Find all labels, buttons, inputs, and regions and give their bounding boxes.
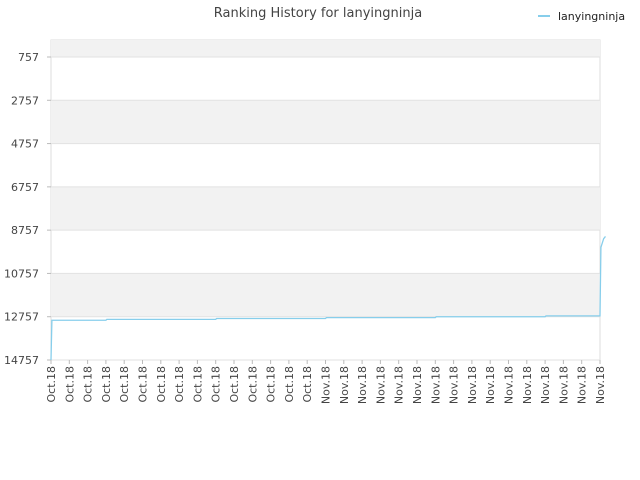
x-tick-label: Nov.18 bbox=[594, 366, 607, 404]
x-tick-label: Oct.18 bbox=[228, 366, 241, 403]
y-tick-label: 4757 bbox=[11, 138, 39, 151]
y-tick-label: 12757 bbox=[4, 311, 39, 324]
x-tick-label: Oct.18 bbox=[45, 366, 58, 403]
x-axis: Oct.18 Oct.18 Oct.18 Oct.18 Oct.18 Oct.18 Oct.… bbox=[45, 360, 607, 404]
x-tick-label: Oct.18 bbox=[246, 366, 259, 403]
x-tick-label: Oct.18 bbox=[137, 366, 150, 403]
x-tick-label: Oct.18 bbox=[173, 366, 186, 403]
x-tick-label: Nov.18 bbox=[338, 366, 351, 404]
x-tick-label: Oct.18 bbox=[118, 366, 131, 403]
x-tick-label: Nov.18 bbox=[356, 366, 369, 404]
plot-band bbox=[51, 100, 600, 144]
plot-band bbox=[51, 40, 600, 57]
series-line bbox=[50, 236, 606, 361]
x-tick-label: Oct.18 bbox=[265, 366, 278, 403]
y-tick-label: 10757 bbox=[4, 267, 39, 280]
y-tick-label: 2757 bbox=[11, 94, 39, 107]
y-tick-label: 8757 bbox=[11, 224, 39, 237]
x-tick-label: Nov.18 bbox=[374, 366, 387, 404]
x-tick-label: Nov.18 bbox=[393, 366, 406, 404]
x-tick-label: Oct.18 bbox=[191, 366, 204, 403]
plot-bands bbox=[50, 39, 601, 361]
x-tick-label: Oct.18 bbox=[210, 366, 223, 403]
x-tick-label: Nov.18 bbox=[503, 366, 516, 404]
y-tick-label: 14757 bbox=[4, 354, 39, 367]
plot-band bbox=[51, 273, 600, 317]
x-tick-label: Oct.18 bbox=[155, 366, 168, 403]
x-tick-label: Nov.18 bbox=[557, 366, 570, 404]
x-tick-label: Nov.18 bbox=[320, 366, 333, 404]
x-tick-label: Nov.18 bbox=[521, 366, 534, 404]
plot-band bbox=[51, 186, 600, 231]
x-tick-label: Oct.18 bbox=[82, 366, 95, 403]
y-tick-label: 6757 bbox=[11, 181, 39, 194]
x-tick-label: Nov.18 bbox=[466, 366, 479, 404]
x-tick-label: Oct.18 bbox=[100, 366, 113, 403]
y-tick-label: 757 bbox=[18, 51, 39, 64]
x-tick-label: Oct.18 bbox=[283, 366, 296, 403]
legend: lanyingninja bbox=[538, 10, 625, 23]
x-tick-label: Nov.18 bbox=[484, 366, 497, 404]
x-tick-label: Nov.18 bbox=[411, 366, 424, 404]
legend-label: lanyingninja bbox=[558, 10, 625, 23]
x-tick-label: Nov.18 bbox=[539, 366, 552, 404]
x-tick-label: Oct.18 bbox=[301, 366, 314, 403]
x-tick-label: Nov.18 bbox=[448, 366, 461, 404]
x-tick-label: Nov.18 bbox=[576, 366, 589, 404]
x-tick-label: Nov.18 bbox=[429, 366, 442, 404]
y-axis: 757 2757 4757 6757 8757 10757 12757 14757 bbox=[4, 51, 51, 367]
series-layer bbox=[50, 236, 606, 361]
x-tick-label: Oct.18 bbox=[63, 366, 76, 403]
chart-title: Ranking History for lanyingninja bbox=[214, 6, 422, 21]
